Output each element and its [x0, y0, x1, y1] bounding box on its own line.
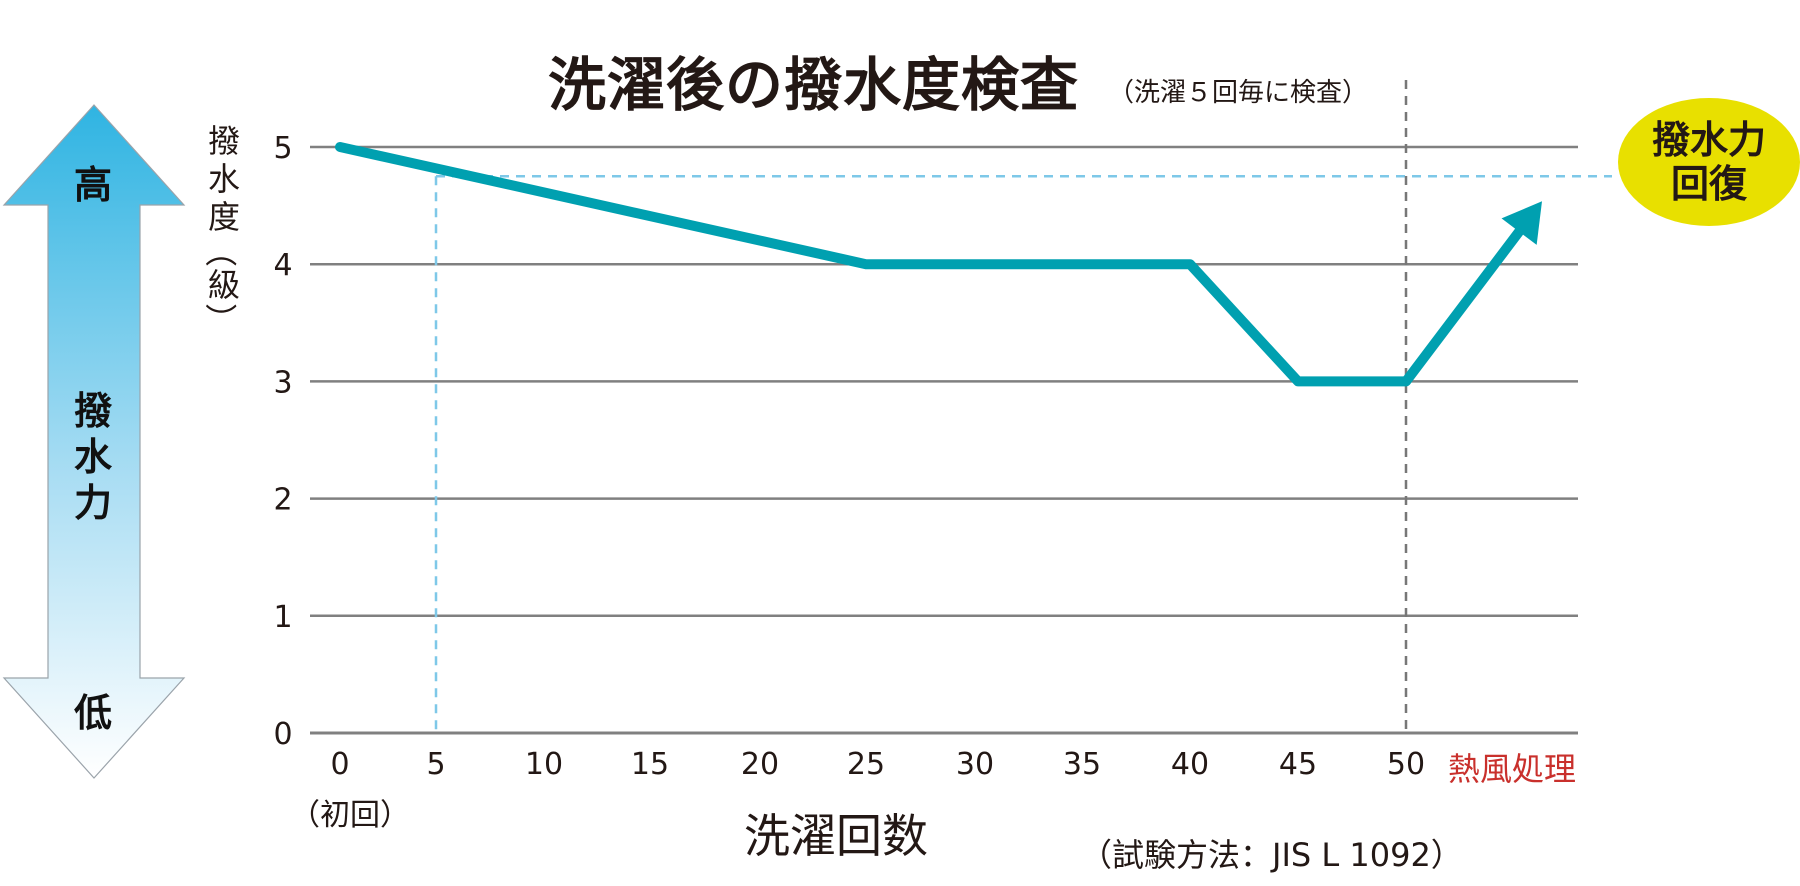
- x-tick-label: 40: [1171, 747, 1209, 782]
- x-tick-label: 50: [1387, 747, 1425, 782]
- recovery-arrow-head-icon: [1501, 201, 1542, 245]
- scale-middle-char-3: 力: [73, 481, 112, 525]
- chart-subtitle: （洗濯５回毎に検査）: [1108, 78, 1369, 108]
- y-axis-label-char: 度: [207, 198, 240, 236]
- y-axis-label-char: （: [201, 234, 239, 267]
- scale-middle-char-2: 水: [73, 435, 112, 479]
- chart-title: 洗濯後の撥水度検査: [548, 51, 1080, 119]
- x-tick-label: 25: [847, 747, 885, 782]
- scale-high-label: 高: [73, 163, 112, 207]
- scale-middle-label: 撥 水 力: [68, 388, 118, 526]
- y-tick-label: 4: [273, 248, 292, 283]
- x-tick-label: 45: [1279, 747, 1317, 782]
- scale-low-label: 低: [73, 691, 112, 735]
- x-tick-label: 10: [525, 747, 563, 782]
- x-tick-label: 0: [330, 747, 349, 782]
- scale-middle-char-1: 撥: [73, 389, 112, 433]
- y-axis-label-char: ）: [201, 302, 239, 335]
- y-axis-label: 撥水度（級）: [201, 122, 246, 335]
- y-tick-label: 1: [273, 600, 292, 635]
- y-axis-label-char: 級: [207, 266, 240, 304]
- y-tick-label: 0: [273, 717, 292, 752]
- y-axis-label-char: 撥: [207, 122, 240, 160]
- x-axis-label: 洗濯回数: [744, 809, 928, 863]
- x-tick-label: 5: [426, 747, 445, 782]
- recovery-badge: 撥水力 回復: [1618, 98, 1800, 226]
- y-tick-label: 5: [273, 131, 292, 166]
- x-first-note: （初回）: [290, 798, 410, 833]
- y-axis-label-char: 水: [207, 160, 240, 198]
- y-tick-label: 2: [273, 483, 292, 518]
- x-tick-label: 35: [1063, 747, 1101, 782]
- recovery-badge-line-2: 回復: [1670, 162, 1747, 206]
- test-method-note: （試験方法：JIS L 1092）: [1080, 836, 1463, 874]
- heat-treatment-label: 熱風処理: [1448, 750, 1577, 788]
- x-tick-label: 15: [631, 747, 669, 782]
- scale-arrow-icon: [2, 104, 186, 779]
- x-tick-label: 20: [741, 747, 779, 782]
- y-tick-label: 3: [273, 365, 292, 400]
- recovery-badge-line-1: 撥水力: [1651, 118, 1766, 162]
- recovery-arrow-shaft: [1401, 226, 1525, 387]
- x-tick-label: 30: [956, 747, 994, 782]
